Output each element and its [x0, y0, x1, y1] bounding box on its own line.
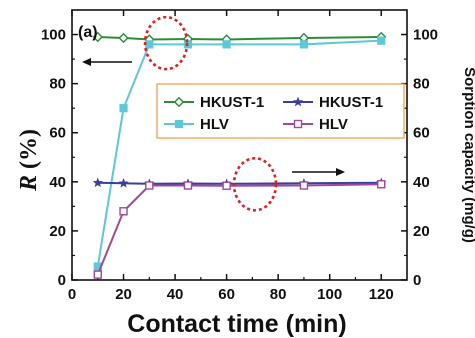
data-point	[93, 270, 102, 279]
data-point	[92, 177, 103, 188]
left-y-tick-label: 60	[49, 125, 66, 142]
right-y-tick-label: 60	[413, 125, 430, 142]
left-y-tick-label: 40	[49, 174, 66, 191]
legend-marker	[174, 119, 184, 129]
left-y-tick-label: 0	[58, 272, 66, 289]
series-2	[93, 36, 386, 271]
right-y-tick-label: 80	[413, 76, 430, 93]
legend-label: HKUST-1	[200, 94, 264, 111]
data-point	[118, 177, 129, 188]
x-tick-label: 120	[369, 286, 394, 303]
x-tick-label: 80	[270, 286, 287, 303]
data-point	[145, 40, 154, 49]
x-tick-label: 40	[167, 286, 184, 303]
x-axis-title: Contact time (min)	[127, 310, 346, 338]
x-tick-label: 60	[218, 286, 235, 303]
left-y-tick-label: 20	[49, 223, 66, 240]
legend-label: HLV	[319, 116, 348, 133]
data-point	[299, 181, 309, 190]
left-y-axis-title-italic: R	[16, 175, 42, 192]
left-y-axis-title: R (%)	[16, 129, 42, 192]
left-y-tick-label: 100	[41, 27, 66, 44]
right-y-tick-label: 40	[413, 174, 430, 191]
data-point	[119, 207, 128, 216]
x-tick-label: 100	[317, 286, 342, 303]
legend-marker	[292, 96, 304, 107]
data-point	[377, 180, 386, 189]
legend-entry: HKUST-1	[164, 94, 264, 111]
left-y-tick-label: 80	[49, 76, 66, 93]
highlight-circle	[232, 156, 278, 212]
data-point	[377, 36, 386, 45]
plot-frame	[71, 9, 408, 281]
legend-box	[156, 83, 405, 139]
right-y-tick-label: 20	[413, 223, 430, 240]
panel-label: (a)	[78, 24, 98, 41]
legend-label: HKUST-1	[319, 94, 383, 111]
right-y-axis-title: Sorption capacity (mg/g)	[461, 67, 475, 243]
series-line	[97, 181, 382, 185]
series-line	[96, 39, 382, 267]
right-y-tick-label: 100	[413, 27, 438, 44]
x-tick-label: 0	[68, 286, 76, 303]
series-line	[97, 36, 382, 41]
annotation-layer	[82, 15, 345, 212]
data-point	[92, 31, 103, 43]
legend-label: HLV	[200, 116, 229, 133]
data-point	[222, 40, 231, 49]
data-point	[222, 181, 231, 190]
data-point	[145, 181, 154, 190]
data-point	[299, 40, 309, 49]
legend-entry: HKUST-1	[283, 94, 383, 111]
data-point	[119, 104, 128, 113]
right-arrow-head	[336, 168, 345, 176]
left-arrow-head	[82, 58, 91, 66]
data-point	[118, 32, 129, 44]
x-tick-label: 20	[115, 286, 132, 303]
legend-marker	[173, 96, 185, 108]
right-y-tick-label: 0	[413, 272, 421, 289]
left-y-axis-title-unit: (%)	[16, 129, 42, 175]
data-point	[183, 181, 193, 190]
legend-entry: HLV	[283, 116, 348, 133]
legend-marker	[293, 119, 303, 129]
series-layer	[92, 31, 387, 279]
highlight-circle	[143, 15, 189, 71]
series-line	[96, 183, 382, 275]
legend: HKUST-1 HLV HKUST-1 HLV	[156, 83, 405, 139]
legend-entry: HLV	[164, 116, 229, 133]
series-4	[93, 180, 386, 279]
